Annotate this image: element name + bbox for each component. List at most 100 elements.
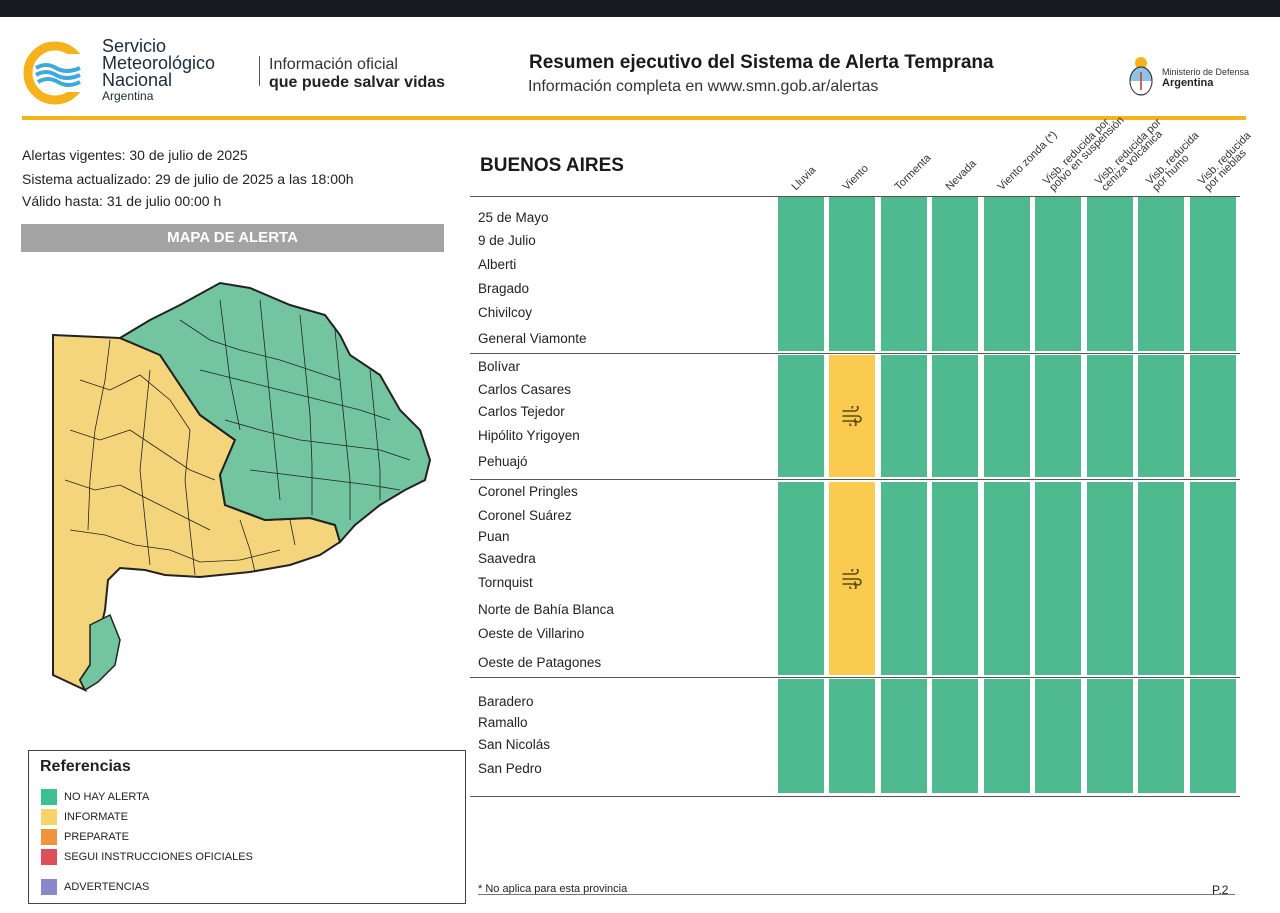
alert-cell: [1138, 482, 1184, 675]
alert-cell: [829, 355, 875, 477]
alert-cell: [1138, 355, 1184, 477]
locality-name: Chivilcoy: [478, 305, 533, 320]
wind-icon: [842, 406, 862, 426]
alert-cell: [1087, 679, 1133, 793]
references-title: Referencias: [40, 758, 131, 775]
alert-cell: [881, 679, 927, 793]
locality-name: Carlos Casares: [478, 382, 572, 397]
reference-swatch: [41, 809, 57, 825]
alert-cell: [1190, 355, 1236, 477]
column-header-label: Nevada: [943, 157, 979, 193]
alert-cell: [881, 355, 927, 477]
locality-name: Coronel Pringles: [478, 484, 578, 499]
alert-cell: [881, 197, 927, 351]
alert-map: [52, 281, 432, 692]
reference-label: ADVERTENCIAS: [64, 881, 150, 893]
locality-name: General Viamonte: [478, 331, 587, 346]
reference-swatch: [41, 879, 57, 895]
locality-name: Coronel Suárez: [478, 508, 572, 523]
alert-cell: [778, 679, 824, 793]
locality-name: Tornquist: [478, 575, 533, 590]
org-name-line3: Nacional: [102, 70, 173, 90]
alert-cell: [1035, 482, 1081, 675]
locality-name: Puan: [478, 529, 510, 544]
map-region-no-alert: [117, 281, 432, 545]
map-region-south-tip: [79, 613, 121, 692]
locality-name: Baradero: [478, 694, 534, 709]
smn-header-brand: Servicio Meteorológico Nacional Argentin…: [22, 37, 482, 110]
alert-cell: [984, 355, 1030, 477]
alert-cell: [778, 355, 824, 477]
alert-cell: [984, 197, 1030, 351]
locality-name: San Nicolás: [478, 737, 551, 752]
alert-cell: [1138, 679, 1184, 793]
alert-cell: [1087, 355, 1133, 477]
document-title: Resumen ejecutivo del Sistema de Alerta …: [529, 52, 994, 73]
alert-cell: [829, 197, 875, 351]
org-name-line1: Servicio: [102, 36, 167, 56]
system-updated: Sistema actualizado: 29 de julio de 2025…: [22, 171, 354, 187]
alert-cell: [1035, 197, 1081, 351]
alert-cell: [932, 355, 978, 477]
org-name-line2: Meteorológico: [102, 53, 216, 73]
alert-cell: [1190, 679, 1236, 793]
reference-label: SEGUI INSTRUCCIONES OFICIALES: [64, 851, 253, 863]
locality-name: Alberti: [478, 257, 517, 272]
alert-cell: [1087, 197, 1133, 351]
page-number: P.2: [1212, 883, 1229, 897]
reference-label: NO HAY ALERTA: [64, 791, 150, 803]
ministry-brand: Ministerio de Defensa Argentina: [1127, 55, 1252, 100]
locality-name: Norte de Bahía Blanca: [478, 602, 614, 617]
alert-map-title: MAPA DE ALERTA: [21, 224, 444, 252]
ministry-line1: Ministerio de Defensa: [1162, 67, 1250, 77]
alert-cell: [984, 482, 1030, 675]
reference-swatch: [41, 789, 57, 805]
locality-name: Hipólito Yrigoyen: [478, 428, 580, 443]
locality-name: Saavedra: [478, 551, 536, 566]
table-divider: [470, 196, 1240, 197]
locality-name: Oeste de Patagones: [478, 655, 602, 670]
alert-cell: [1190, 482, 1236, 675]
locality-name: Carlos Tejedor: [478, 404, 565, 419]
alert-cell: [829, 482, 875, 675]
table-divider: [470, 479, 1240, 480]
header-separator: [259, 56, 260, 86]
alert-cell: [778, 197, 824, 351]
alert-cell: [932, 482, 978, 675]
valid-until: Válido hasta: 31 de julio 00:00 h: [22, 193, 222, 209]
alert-cell: [1035, 679, 1081, 793]
locality-name: San Pedro: [478, 761, 542, 776]
top-bar: [0, 0, 1280, 17]
locality-name: 9 de Julio: [478, 233, 536, 248]
locality-name: Oeste de Villarino: [478, 626, 585, 641]
slogan-line1: Información oficial: [269, 56, 398, 73]
column-header-label: Lluvia: [789, 164, 819, 193]
column-header-label: Visb. reducida por nieblas: [1196, 130, 1259, 194]
table-divider: [470, 796, 1240, 797]
reference-label: PREPARATE: [64, 831, 129, 843]
ministry-name: Ministerio de Defensa Argentina: [1162, 67, 1249, 89]
wind-icon: [842, 568, 862, 589]
header-divider: [22, 116, 1246, 120]
locality-name: Pehuajó: [478, 454, 528, 469]
alert-cell: [1190, 197, 1236, 351]
locality-name: Ramallo: [478, 715, 528, 730]
locality-name: Bragado: [478, 281, 530, 296]
alert-cell: [1138, 197, 1184, 351]
footer-line: [478, 894, 1235, 895]
reference-swatch: [41, 849, 57, 865]
smn-logo-icon: [23, 41, 90, 105]
table-divider: [470, 677, 1240, 678]
ministry-line2: Argentina: [1162, 77, 1214, 89]
slogan-line2: que puede salvar vidas: [269, 74, 446, 91]
alerts-date: Alertas vigentes: 30 de julio de 2025: [22, 147, 248, 163]
column-header-label: Tormenta: [892, 152, 934, 193]
reference-swatch: [41, 829, 57, 845]
org-country: Argentina: [102, 89, 154, 103]
table-divider: [470, 353, 1240, 354]
document-subtitle: Información completa en www.smn.gob.ar/a…: [528, 78, 879, 95]
alert-cell: [829, 679, 875, 793]
alert-cell: [1035, 355, 1081, 477]
alert-cell: [1087, 482, 1133, 675]
references-box: Referencias NO HAY ALERTA INFORMATE PREPAR…: [28, 750, 466, 904]
